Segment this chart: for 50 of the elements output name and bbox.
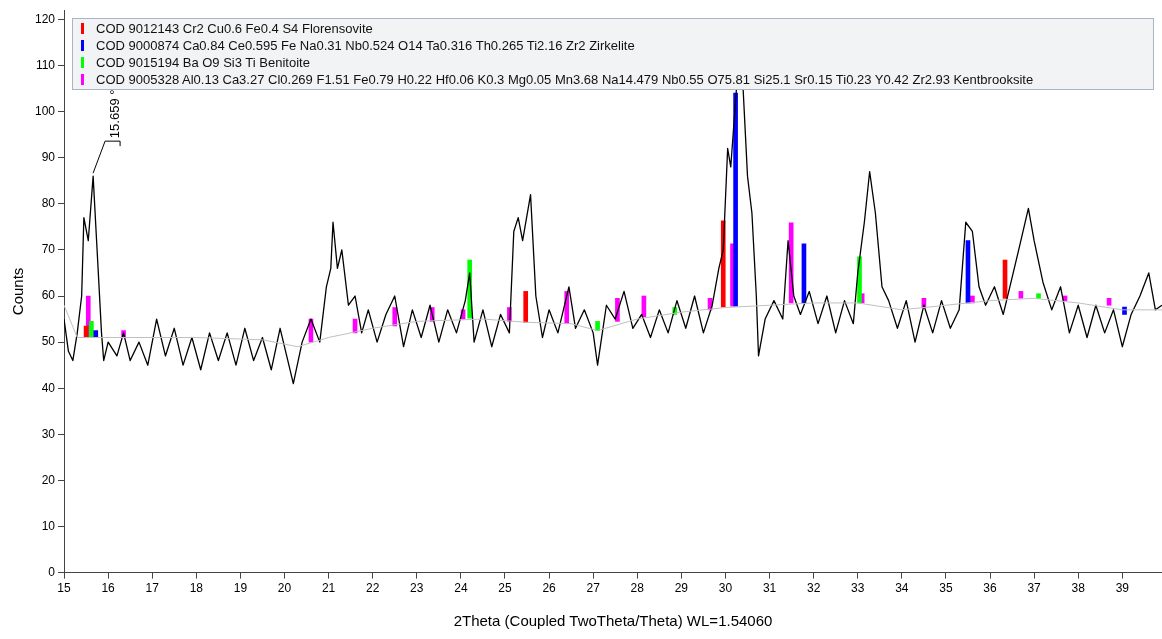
annotation: 15.659 ° xyxy=(106,89,122,139)
y-tick-label: 90 xyxy=(41,150,56,165)
x-tick-label: 36 xyxy=(983,581,998,596)
y-tick-label: 30 xyxy=(41,426,56,441)
y-tick-label: 80 xyxy=(41,196,56,211)
x-tick-label: 23 xyxy=(410,581,424,596)
bar xyxy=(89,321,94,338)
y-tick-label: 40 xyxy=(41,380,56,395)
x-tick-label: 18 xyxy=(189,581,204,596)
y-tick-label: 0 xyxy=(48,564,56,579)
x-tick-label: 26 xyxy=(542,581,557,596)
x-axis-title: 2Theta (Coupled TwoTheta/Theta) WL=1.54060 xyxy=(453,612,773,630)
x-tick-label: 30 xyxy=(718,581,733,596)
y-tick-label: 120 xyxy=(34,11,56,26)
x-tick-label: 19 xyxy=(233,581,248,596)
legend-label: COD 9012143 Cr2 Cu0.6 Fe0.4 S4 Florensovite xyxy=(96,20,373,38)
x-tick-label: 29 xyxy=(674,581,689,596)
y-tick-label: 50 xyxy=(41,334,56,349)
y-tick-label: 110 xyxy=(35,57,56,72)
y-tick-label: 10 xyxy=(41,518,56,533)
x-tick-label: 16 xyxy=(101,581,116,596)
y-axis-title: Counts xyxy=(9,267,27,316)
x-tick-label: 21 xyxy=(321,581,336,596)
x-tick-label: 39 xyxy=(1115,581,1130,596)
bar xyxy=(733,92,738,307)
y-tick-label: 70 xyxy=(41,242,56,257)
y-tick-label: 20 xyxy=(41,472,56,487)
x-tick-label: 31 xyxy=(762,581,777,596)
legend-label: COD 9015194 Ba O9 Si3 Ti Benitoite xyxy=(96,54,310,72)
x-tick-label: 20 xyxy=(277,581,292,596)
bar xyxy=(392,307,398,327)
y-tick-label: 60 xyxy=(41,288,56,303)
x-tick-label: 38 xyxy=(1071,581,1086,596)
x-tick-label: 22 xyxy=(366,581,380,596)
legend-label: COD 9000874 Ca0.84 Ce0.595 Fe Na0.31 Nb0.524 O14 Ta0.316 Th0.265 Ti2.16 Zr2 Zirkelite xyxy=(96,37,635,55)
x-tick-label: 34 xyxy=(895,581,909,596)
x-tick-label: 28 xyxy=(630,581,645,596)
x-tick-label: 32 xyxy=(806,581,821,596)
legend-label: COD 9005328 Al0.13 Ca3.27 Cl0.269 F1.51 Fe0.79 H0.22 Hf0.06 K0.3 Mg0.05 Mn3.68 Na14.479 Nb0.55 O75.81 Si25.1 Sr0.15 Ti0.23 Y0.42 Zr2.93 Kentbrooksite xyxy=(96,71,1034,89)
x-tick-label: 15 xyxy=(57,581,72,596)
y-tick-label: 100 xyxy=(34,103,56,118)
x-tick-label: 33 xyxy=(851,581,865,596)
bar xyxy=(523,291,529,323)
bar xyxy=(1106,297,1112,306)
x-tick-label: 27 xyxy=(586,581,601,596)
x-tick-label: 35 xyxy=(939,581,953,596)
x-tick-label: 17 xyxy=(145,581,160,596)
x-tick-label: 25 xyxy=(498,581,512,596)
x-tick-label: 37 xyxy=(1027,581,1042,596)
x-tick-label: 24 xyxy=(454,581,468,596)
